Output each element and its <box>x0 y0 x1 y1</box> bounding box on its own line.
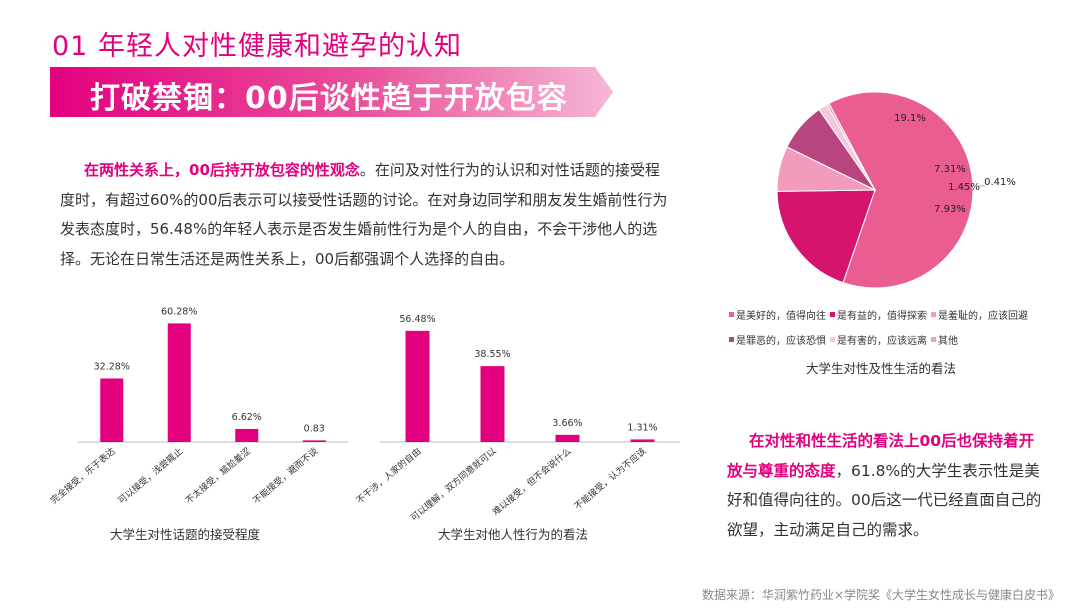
bar-chart-2-value-label: 3.66% <box>552 418 582 429</box>
pie-chart-title: 大学生对性及性生活的看法 <box>806 361 957 376</box>
legend-row: 是罪恶的，应该恐惧 是有害的，应该远离 其他 <box>729 327 1074 352</box>
bar-chart-2-category-label: 难以接受，但不会说什么 <box>490 445 574 518</box>
legend-item: 是罪恶的，应该恐惧 <box>729 332 826 347</box>
pie-slice-label: 0.41% <box>984 177 1016 188</box>
bar-chart-2-title: 大学生对他人性行为的看法 <box>438 527 589 542</box>
legend-swatch <box>729 337 734 342</box>
banner: 打破禁锢：00后谈性趋于开放包容 <box>50 67 613 117</box>
legend-label: 是美好的，值得向往 <box>736 311 826 322</box>
banner-title: 打破禁锢：00后谈性趋于开放包容 <box>90 81 568 116</box>
page-title: 01 年轻人对性健康和避孕的认知 <box>52 31 462 62</box>
bar-chart-2-bar <box>555 434 580 442</box>
legend-swatch <box>729 312 734 317</box>
bar-chart-1-value-label: 0.83 <box>304 423 325 434</box>
legend-label: 是有益的，值得探索 <box>837 311 927 322</box>
bar-chart-1-value-label: 32.28% <box>94 361 130 372</box>
pie-slice-label: 1.45% <box>948 182 980 193</box>
bar-chart-2-bar <box>630 439 655 442</box>
bar-chart-1-category-label: 完全接受，乐于表达 <box>48 445 118 506</box>
bar-chart-1-category-label: 可以接受，浅尝辄止 <box>115 445 185 506</box>
pie-slice <box>828 91 974 289</box>
legend-swatch <box>931 312 936 317</box>
bar-chart-1-bar <box>235 428 259 442</box>
pie-slice-label: 19.1% <box>894 113 926 124</box>
summary-paragraph: 在对性和性生活的看法上00后也保持着开放与尊重的态度，61.8%的大学生表示性是… <box>727 427 1047 545</box>
bar-chart-2-value-label: 38.55% <box>474 349 510 360</box>
legend-label: 是有害的，应该远离 <box>837 336 927 347</box>
bar-chart-2-bar <box>480 366 505 442</box>
bar-chart-2-bar <box>405 330 430 442</box>
bar-chart-1-bar <box>302 440 326 442</box>
legend-swatch <box>830 312 835 317</box>
pie-slice <box>826 102 876 191</box>
bar-chart-1-value-label: 6.62% <box>232 412 262 423</box>
legend-item: 是羞耻的，应该回避 <box>931 307 1028 322</box>
legend-item: 是美好的，值得向往 <box>729 307 826 322</box>
bar-chart-1-bar <box>167 323 191 442</box>
bar-chart-2-value-label: 1.31% <box>627 422 657 433</box>
bar-chart-1-category-label: 不太接受，尴尬羞涩 <box>183 445 253 506</box>
bar-chart-1-bar <box>100 378 124 442</box>
banner-background <box>50 67 613 117</box>
legend-item: 其他 <box>931 332 958 347</box>
legend-label: 是羞耻的，应该回避 <box>938 311 1028 322</box>
data-source: 数据来源：华润紫竹药业×学院奖《大学生女性成长与健康白皮书》 <box>702 588 1061 602</box>
bar-chart-1-title: 大学生对性话题的接受程度 <box>110 527 261 542</box>
summary-highlight: 在对性和性生活的看法上00后也保持着开放与尊重的态度 <box>727 432 1035 480</box>
legend-label: 是罪恶的，应该恐惧 <box>736 336 826 347</box>
intro-text: 。在问及对性行为的认识和对性话题的接受程度时，有超过60%的00后表示可以接受性… <box>60 161 668 268</box>
legend-swatch <box>830 337 835 342</box>
bar-chart-2-category-label: 不能接受，认为不应该 <box>572 445 649 512</box>
bar-chart-2-category-label: 可以理解，双方同意就可以 <box>408 445 498 524</box>
legend-item: 是有害的，应该远离 <box>830 332 927 347</box>
legend-row: 是美好的，值得向往 是有益的，值得探索 是羞耻的，应该回避 <box>729 302 1074 327</box>
legend-label: 其他 <box>938 336 958 347</box>
summary-text: ，61.8%的大学生表示性是美好和值得向往的。00后这一代已经直面自己的欲望，主… <box>727 461 1042 539</box>
bar-chart-2-value-label: 56.48% <box>399 314 435 325</box>
pie-legend: 是美好的，值得向往 是有益的，值得探索 是羞耻的，应该回避 是罪恶的，应该恐惧 是有害的… <box>729 302 1074 352</box>
legend-item: 是有益的，值得探索 <box>830 307 927 322</box>
pie-slice-label: 7.93% <box>934 204 966 215</box>
pie-slice-label: 7.31% <box>934 164 966 175</box>
bar-chart-1-value-label: 60.28% <box>161 306 197 317</box>
intro-paragraph: 在两性关系上，00后持开放包容的性观念。在问及对性行为的认识和对性话题的接受程度… <box>60 156 670 274</box>
bar-chart-2-category-label: 不干涉，人家的自由 <box>354 445 424 506</box>
legend-swatch <box>931 337 936 342</box>
pie-slice <box>776 189 876 284</box>
intro-highlight: 在两性关系上，00后持开放包容的性观念 <box>84 161 360 179</box>
bar-chart-1-category-label: 不能接受，避而不谈 <box>250 445 320 506</box>
